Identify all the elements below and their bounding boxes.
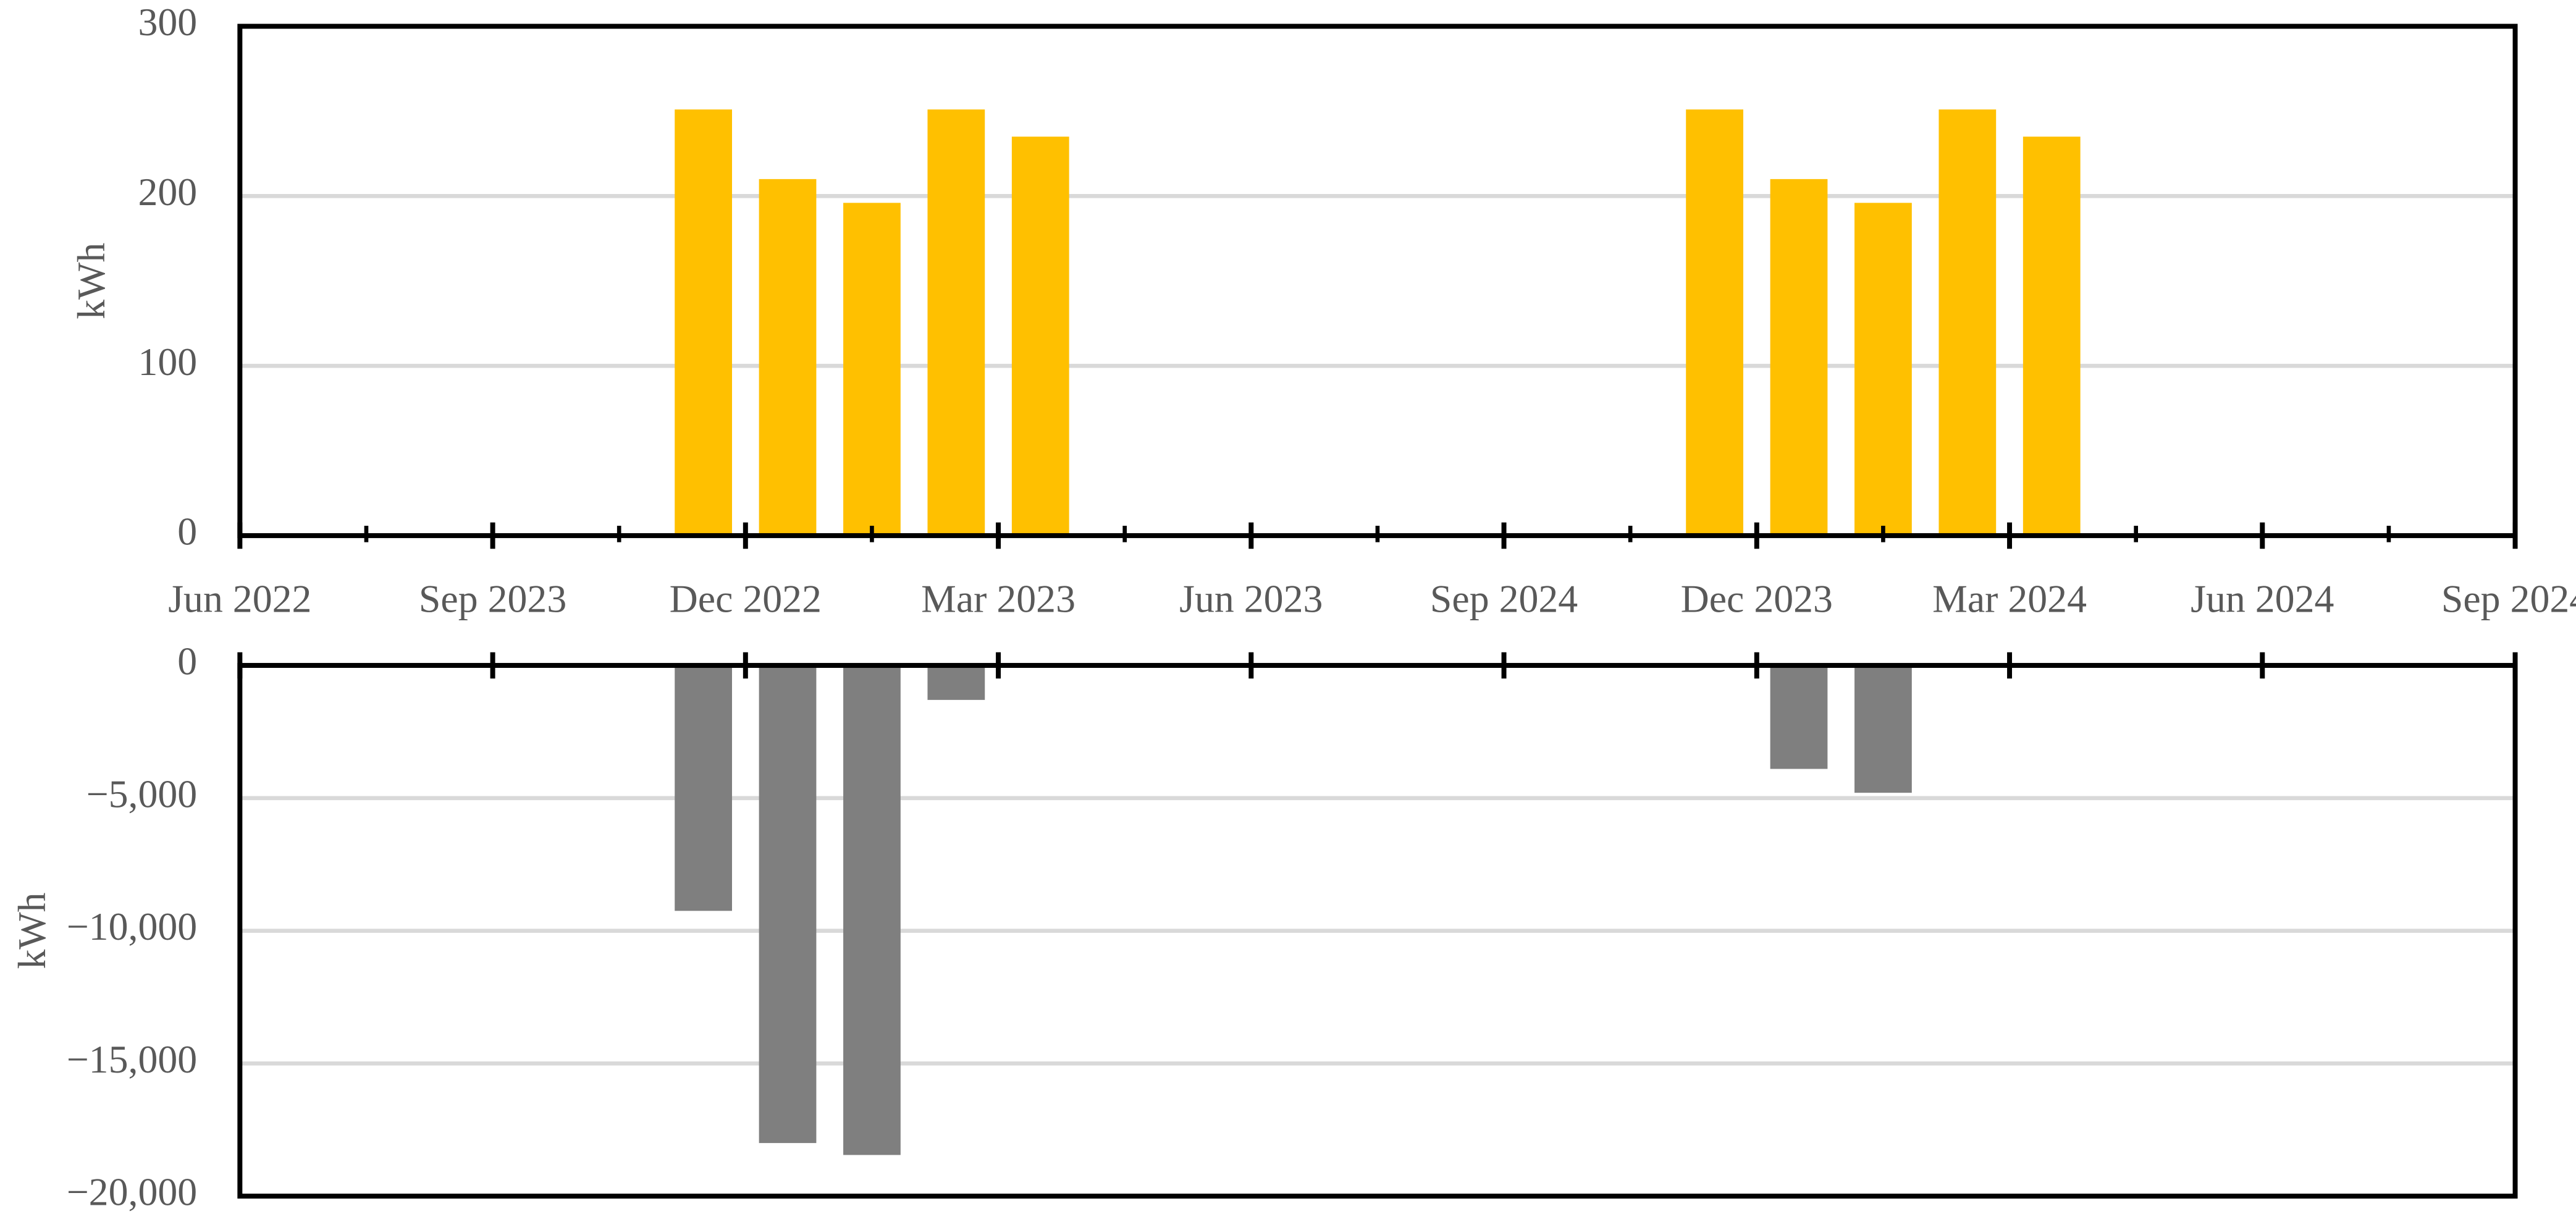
x-tick-label: Sep 2024 (1430, 577, 1578, 621)
y-tick-label: −10,000 (67, 904, 197, 948)
bar (675, 665, 732, 911)
x-tick-label: Sep 2024 (2441, 577, 2576, 621)
bar (843, 203, 901, 536)
bar (1011, 137, 1069, 536)
x-tick-label: Sep 2023 (419, 577, 566, 621)
bar (2022, 137, 2081, 536)
x-tick-label: Mar 2024 (1932, 577, 2087, 621)
bar (1770, 179, 1828, 536)
bar (927, 665, 985, 700)
plot-frame (237, 663, 2518, 1199)
plot-frame (237, 23, 2518, 538)
bar (759, 179, 817, 536)
x-tick-label: Jun 2022 (168, 577, 311, 621)
bar (1686, 109, 1743, 536)
y-axis-label: kWh (10, 892, 54, 969)
bar (675, 109, 732, 536)
y-tick-label: 0 (177, 510, 197, 554)
bar (843, 665, 901, 1155)
x-tick-label: Jun 2023 (1179, 577, 1323, 621)
x-tick-label: Dec 2022 (670, 577, 822, 621)
x-tick-label: Jun 2024 (2191, 577, 2334, 621)
y-tick-label: 100 (138, 340, 197, 384)
x-tick-label: Mar 2023 (921, 577, 1075, 621)
y-tick-label: 0 (177, 639, 197, 683)
bar (1854, 665, 1912, 793)
y-tick-label: −20,000 (67, 1170, 197, 1214)
y-tick-label: −5,000 (86, 772, 198, 816)
bar (1938, 109, 1997, 536)
x-tick-label: Dec 2023 (1681, 577, 1833, 621)
bar (759, 665, 817, 1144)
y-tick-label: 200 (138, 170, 197, 214)
y-tick-label: −15,000 (67, 1037, 197, 1081)
y-tick-label: 300 (138, 0, 197, 44)
bar (1770, 665, 1828, 769)
bar (927, 109, 985, 536)
bar (1854, 203, 1912, 536)
y-axis-label: kWh (69, 243, 113, 319)
